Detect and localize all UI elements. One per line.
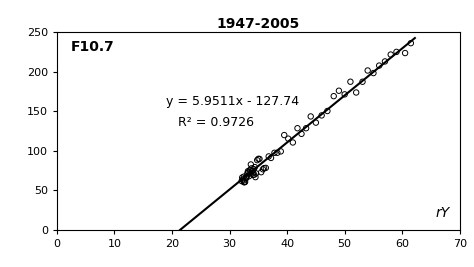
- Point: [246, 174, 253, 178]
- Point: [318, 113, 326, 117]
- Point: [245, 170, 252, 174]
- Point: [260, 166, 268, 170]
- Point: [252, 175, 259, 179]
- Title: 1947-2005: 1947-2005: [217, 17, 300, 31]
- Point: [250, 167, 257, 171]
- Point: [359, 80, 366, 84]
- Point: [302, 126, 310, 130]
- Point: [238, 179, 246, 183]
- Point: [249, 173, 257, 177]
- Point: [244, 171, 251, 175]
- Point: [312, 120, 319, 125]
- Point: [246, 171, 254, 175]
- Point: [267, 156, 275, 160]
- Point: [364, 68, 372, 73]
- Point: [330, 94, 337, 98]
- Point: [241, 180, 248, 184]
- Point: [277, 149, 284, 154]
- Point: [244, 169, 252, 173]
- Text: R² = 0.9726: R² = 0.9726: [178, 116, 254, 129]
- Point: [407, 41, 415, 45]
- Point: [247, 162, 255, 167]
- Point: [249, 169, 256, 173]
- Point: [401, 51, 409, 55]
- Point: [239, 178, 247, 183]
- Point: [346, 80, 354, 84]
- Point: [251, 165, 259, 169]
- Point: [273, 151, 281, 155]
- Point: [370, 71, 377, 75]
- Point: [294, 126, 301, 130]
- Point: [255, 157, 263, 161]
- Point: [242, 176, 249, 180]
- Point: [324, 109, 331, 113]
- Point: [352, 90, 360, 95]
- Point: [259, 167, 267, 171]
- Point: [284, 136, 292, 141]
- Point: [257, 170, 265, 174]
- Point: [271, 151, 278, 155]
- Point: [250, 172, 258, 177]
- Point: [281, 133, 288, 137]
- Point: [247, 166, 255, 171]
- Point: [246, 168, 254, 172]
- Point: [298, 132, 305, 136]
- Point: [240, 180, 248, 184]
- Point: [239, 177, 246, 182]
- Text: rY: rY: [436, 206, 450, 220]
- Point: [255, 157, 262, 161]
- Point: [341, 92, 348, 96]
- Point: [243, 174, 251, 178]
- Point: [375, 64, 383, 68]
- Point: [241, 180, 249, 184]
- Point: [242, 176, 250, 180]
- Point: [254, 158, 261, 162]
- Point: [289, 140, 297, 145]
- Text: y = 5.9511x - 127.74: y = 5.9511x - 127.74: [166, 95, 299, 108]
- Point: [262, 166, 270, 170]
- Point: [248, 169, 256, 173]
- Point: [240, 174, 248, 179]
- Point: [252, 171, 260, 175]
- Point: [238, 175, 246, 180]
- Point: [335, 89, 343, 93]
- Point: [307, 114, 315, 119]
- Point: [265, 154, 273, 159]
- Text: F10.7: F10.7: [71, 40, 115, 54]
- Point: [387, 52, 394, 57]
- Point: [381, 59, 389, 64]
- Point: [392, 50, 400, 54]
